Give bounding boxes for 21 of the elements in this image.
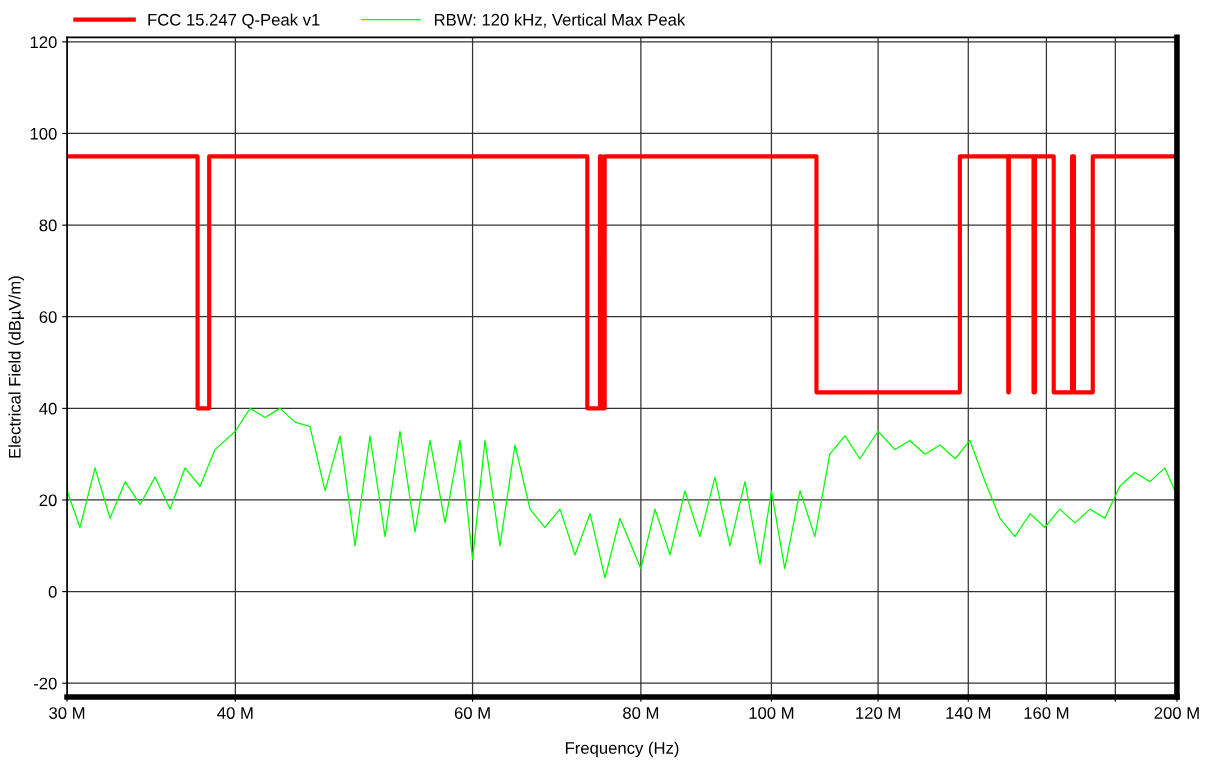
x-tick-label: 140 M	[946, 707, 991, 719]
x-tick-label: 100 M	[749, 707, 794, 719]
y-tick-label: 120	[30, 36, 57, 49]
x-tick-label: 160 M	[1024, 707, 1069, 719]
y-tick-label: 100	[30, 127, 57, 140]
x-tick-label: 60 M	[454, 707, 490, 719]
x-tick-label: 30 M	[49, 707, 85, 719]
x-tick-label: 40 M	[217, 707, 253, 719]
y-tick-label: 80	[39, 219, 57, 232]
y-tick-label: 60	[39, 311, 57, 323]
x-axis-title: Frequency (Hz)	[565, 741, 679, 758]
x-tick-label: 200 M	[1154, 707, 1199, 719]
y-tick-label: -20	[33, 677, 57, 690]
legend-label: RBW: 120 kHz, Vertical Max Peak	[434, 13, 686, 28]
y-tick-label: 0	[48, 586, 57, 598]
x-tick-label: 120 M	[856, 707, 900, 719]
y-tick-label: 20	[39, 494, 57, 507]
y-tick-label: 40	[39, 402, 57, 415]
x-tick-label: 80 M	[623, 707, 659, 719]
y-axis-title: Electrical Field (dBµV/m)	[8, 276, 24, 458]
legend-label: FCC 15.247 Q-Peak v1	[148, 13, 320, 29]
